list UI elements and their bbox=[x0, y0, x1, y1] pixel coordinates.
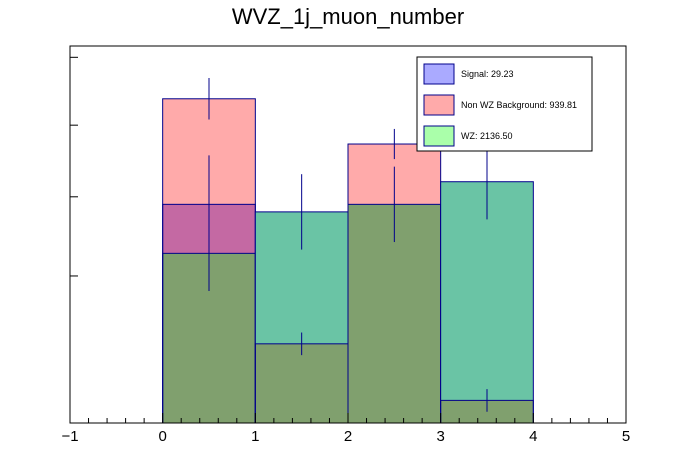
chart-title: WVZ_1j_muon_number bbox=[232, 4, 464, 29]
x-tick-label: −1 bbox=[61, 428, 78, 445]
x-tick-label: 3 bbox=[436, 428, 444, 445]
x-tick-label: 5 bbox=[622, 428, 630, 445]
legend-swatch-signal bbox=[423, 63, 455, 85]
legend-label-signal: Signal: 29.23 bbox=[461, 69, 514, 79]
legend-swatch-wz bbox=[423, 125, 455, 147]
legend-swatch-non-wz-background bbox=[423, 94, 455, 116]
legend-label-wz: WZ: 2136.50 bbox=[461, 131, 513, 141]
x-tick-label: 2 bbox=[344, 428, 352, 445]
x-tick-label: 0 bbox=[158, 428, 166, 445]
x-tick-label: 4 bbox=[529, 428, 537, 445]
x-tick-label: 1 bbox=[251, 428, 259, 445]
legend: Signal: 29.23 Non WZ Background: 939.81 WZ… bbox=[416, 56, 593, 152]
legend-label-non-wz-background: Non WZ Background: 939.81 bbox=[461, 100, 577, 110]
bin-1-segment-0 bbox=[255, 343, 348, 423]
